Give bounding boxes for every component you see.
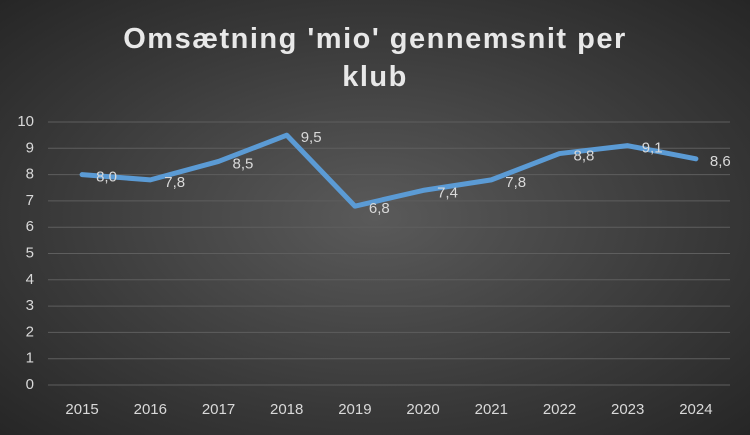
x-tick-label: 2020: [406, 401, 439, 418]
data-label: 9,5: [301, 129, 322, 146]
x-tick-label: 2016: [134, 401, 167, 418]
y-tick-label: 8: [26, 166, 34, 183]
x-tick-label: 2022: [543, 401, 576, 418]
y-tick-label: 5: [26, 244, 34, 261]
data-label: 6,8: [369, 200, 390, 217]
data-label: 8,0: [96, 169, 117, 186]
data-label: 9,1: [642, 140, 663, 157]
x-tick-label: 2015: [65, 401, 98, 418]
y-tick-label: 3: [26, 297, 34, 314]
data-label: 8,8: [574, 148, 595, 165]
y-tick-label: 9: [26, 139, 34, 156]
y-tick-label: 10: [17, 113, 34, 130]
x-tick-label: 2019: [338, 401, 371, 418]
x-tick-label: 2023: [611, 401, 644, 418]
y-tick-label: 0: [26, 376, 34, 393]
y-tick-label: 1: [26, 350, 34, 367]
data-label: 8,5: [233, 155, 254, 172]
x-tick-label: 2018: [270, 401, 303, 418]
y-tick-label: 6: [26, 218, 34, 235]
y-tick-label: 2: [26, 323, 34, 340]
y-tick-label: 4: [26, 271, 34, 288]
x-tick-label: 2021: [475, 401, 508, 418]
data-label: 7,8: [505, 174, 526, 191]
data-label: 7,8: [164, 174, 185, 191]
data-label: 7,4: [437, 184, 458, 201]
data-label: 8,6: [710, 153, 731, 170]
line: [79, 132, 699, 209]
chart-title: Omsætning 'mio' gennemsnit per klub: [123, 23, 627, 93]
x-tick-label: 2024: [679, 401, 712, 418]
x-tick-label: 2017: [202, 401, 235, 418]
y-tick-label: 7: [26, 192, 34, 209]
